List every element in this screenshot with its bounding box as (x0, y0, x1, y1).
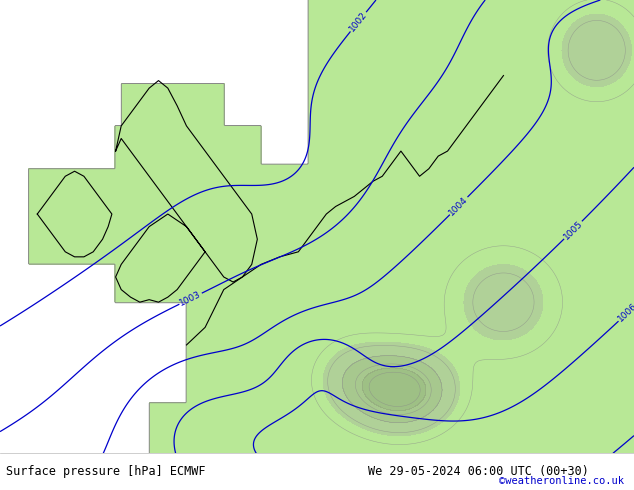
Text: 1003: 1003 (178, 290, 203, 308)
Text: 1002: 1002 (347, 10, 369, 33)
Text: 1005: 1005 (562, 219, 585, 242)
Text: 1004: 1004 (448, 195, 470, 217)
Text: Surface pressure [hPa] ECMWF: Surface pressure [hPa] ECMWF (6, 465, 206, 478)
Text: We 29-05-2024 06:00 UTC (00+30): We 29-05-2024 06:00 UTC (00+30) (368, 465, 588, 478)
Text: ©weatheronline.co.uk: ©weatheronline.co.uk (500, 476, 624, 486)
Text: 1006: 1006 (616, 301, 634, 324)
